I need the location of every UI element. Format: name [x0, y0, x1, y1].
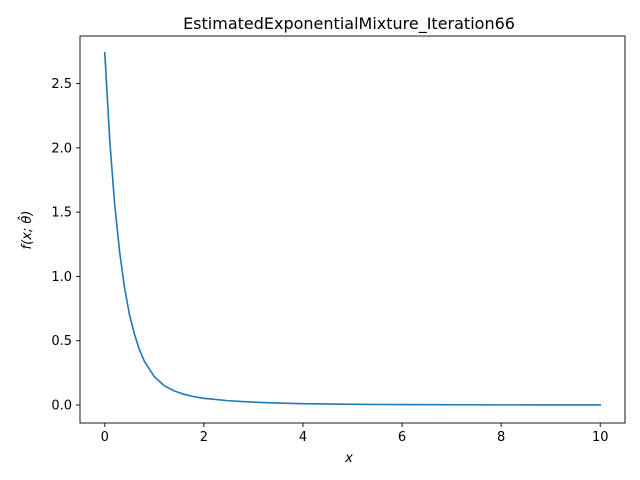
y-tick-label-3: 1.5	[51, 206, 72, 221]
x-tick-label-1: 2	[200, 430, 208, 445]
x-tick-label-3: 6	[398, 430, 406, 445]
y-tick-label-2: 1.0	[51, 270, 72, 285]
y-axis-label: f(x; θ̂)	[18, 211, 35, 250]
series-line-0	[103, 51, 602, 406]
plot-area	[103, 51, 602, 406]
x-tick-label-4: 8	[497, 430, 505, 445]
x-axis-label: x	[344, 451, 353, 466]
x-tick-label-5: 10	[592, 430, 609, 445]
y-tick-label-1: 0.5	[51, 334, 72, 349]
x-tick-label-0: 0	[101, 430, 109, 445]
chart-title: EstimatedExponentialMixture_Iteration66	[183, 14, 515, 34]
axes-frame	[79, 35, 626, 424]
y-tick-label-4: 2.0	[51, 141, 72, 156]
y-tick-label-0: 0.0	[51, 399, 72, 414]
y-tick-label-5: 2.5	[51, 77, 72, 92]
axes: 0 2 4 6 8 10 0.0 0.5 1.0 1.5 2.0 2.5	[51, 35, 626, 445]
x-tick-label-2: 4	[299, 430, 307, 445]
